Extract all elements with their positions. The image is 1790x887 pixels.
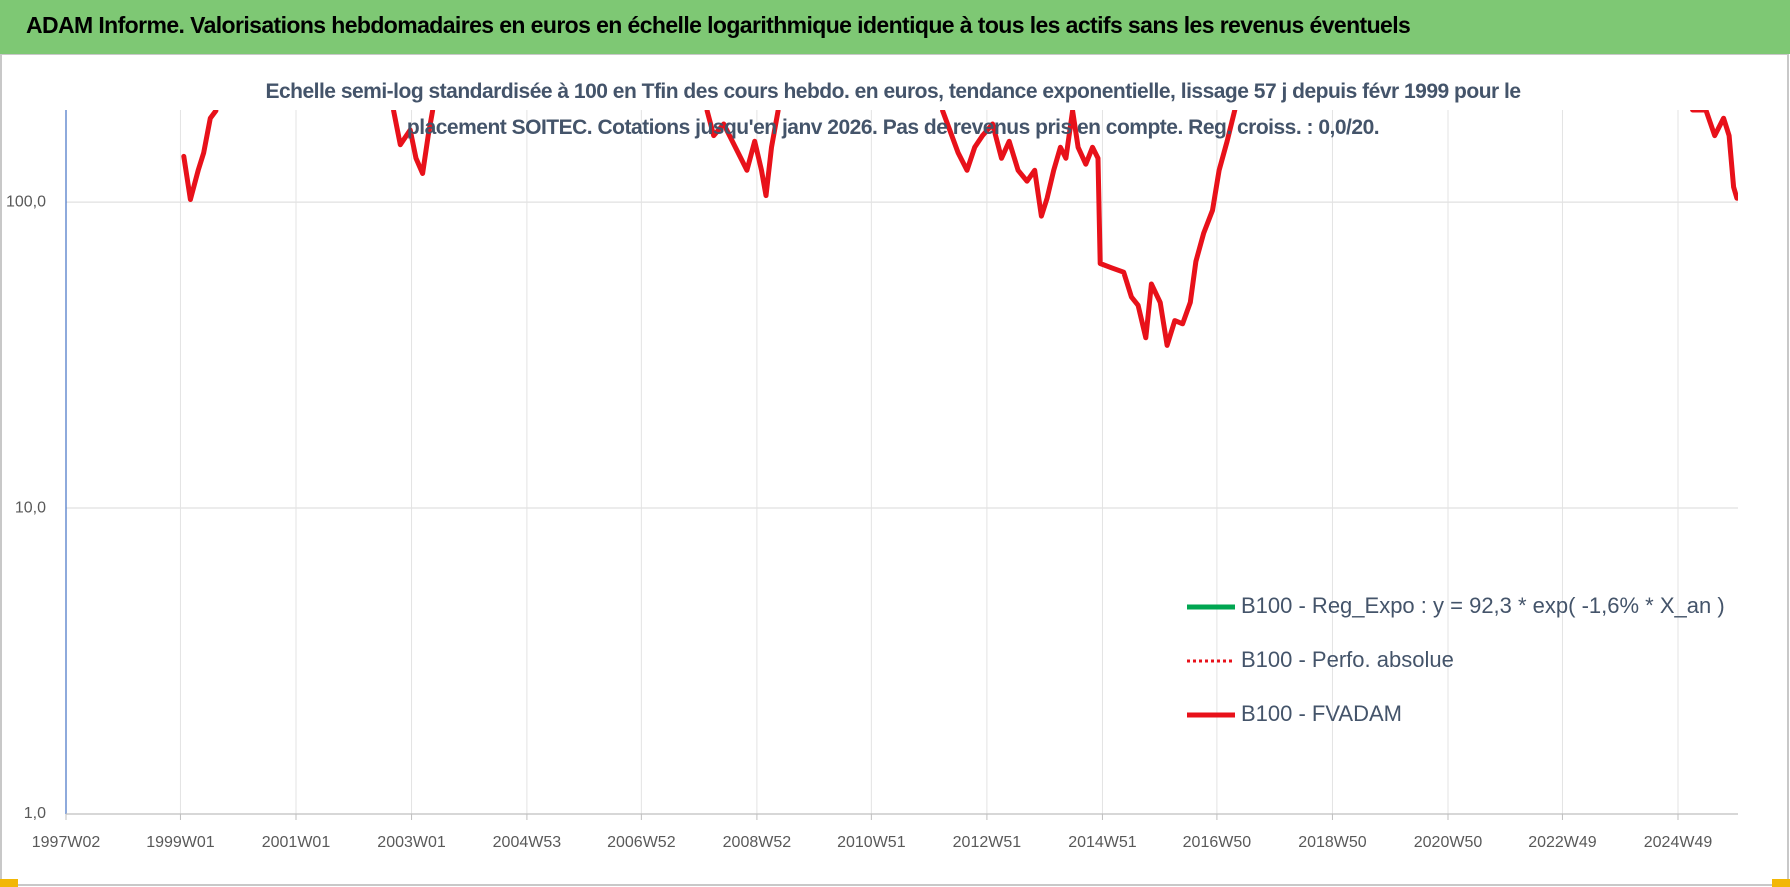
y-tick-label: 10,0	[15, 499, 46, 516]
x-tick-label: 2022W49	[1528, 834, 1597, 851]
x-tick-label: 2012W51	[953, 834, 1022, 851]
x-tick-label: 2003W01	[377, 834, 446, 851]
corner	[1772, 879, 1790, 887]
x-tick-label: 2024W49	[1644, 834, 1713, 851]
x-tick-label: 2016W50	[1183, 834, 1252, 851]
x-tick-label: 1999W01	[146, 834, 215, 851]
plot-area	[181, 110, 1738, 348]
x-tick-label: 1997W02	[32, 834, 101, 851]
header-bar: ADAM Informe. Valorisations hebdomadaire…	[0, 0, 1790, 54]
x-tick-label: 2010W51	[837, 834, 906, 851]
x-tick-label: 2001W01	[262, 834, 331, 851]
frame	[0, 53, 1789, 886]
chart-title: Echelle semi-log standardisée à 100 en T…	[265, 80, 1521, 139]
x-tick-label: 2008W52	[723, 834, 792, 851]
legend-label: B100 - Perfo. absolue	[1241, 647, 1454, 672]
header-title: ADAM Informe. Valorisations hebdomadaire…	[26, 12, 1411, 38]
x-tick-label: 2018W50	[1298, 834, 1367, 851]
y-tick-label: 100,0	[6, 193, 46, 210]
x-tick-label: 2004W53	[493, 834, 562, 851]
x-tick-label: 2014W51	[1068, 834, 1137, 851]
axes: 1,0 10,0 100,0 1997W02 1999W01 2001W01 2003W01…	[6, 110, 1738, 851]
x-tick-label: 2020W50	[1414, 834, 1483, 851]
grid	[65, 110, 1738, 815]
x-tick-label: 2006W52	[607, 834, 676, 851]
y-tick-label: 1,0	[24, 805, 46, 822]
legend-label: B100 - Reg_Expo : y = 92,3 * exp( -1,6% …	[1241, 593, 1725, 618]
legend-label: B100 - FVADAM	[1241, 701, 1402, 726]
series-line	[181, 110, 1738, 348]
corner	[0, 879, 18, 887]
